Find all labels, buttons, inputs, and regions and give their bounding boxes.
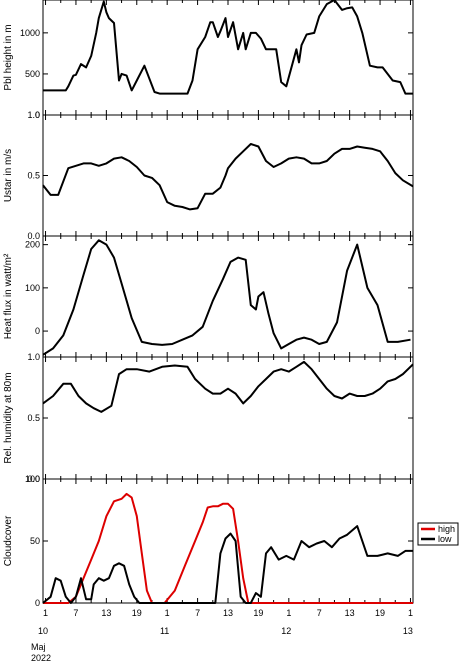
- x-tick-label: 13: [223, 608, 233, 618]
- y-tick-label: 200: [25, 240, 40, 250]
- series-line-low: [42, 525, 413, 604]
- y-axis-label: Ustar in m/s: [3, 149, 14, 202]
- x-month-label: Maj: [31, 642, 46, 652]
- x-tick-label: 1: [408, 608, 413, 618]
- x-day-label: 11: [160, 626, 169, 636]
- y-tick-label: 0: [35, 598, 40, 608]
- x-tick-label: 1: [43, 608, 48, 618]
- y-axis-label: Cloudcover: [3, 515, 14, 566]
- panel-3-frame: [42, 235, 414, 358]
- y-tick-label: 0.0: [27, 474, 40, 484]
- x-year-label: 2022: [31, 653, 51, 663]
- panel-4-frame: [42, 356, 414, 480]
- x-tick-label: 1: [165, 608, 170, 618]
- x-day-label: 13: [403, 626, 413, 636]
- legend-label: high: [438, 524, 455, 534]
- x-tick-label: 7: [195, 608, 200, 618]
- y-tick-label: 0: [35, 326, 40, 336]
- legend-label: low: [438, 534, 452, 544]
- x-tick-label: 7: [73, 608, 78, 618]
- y-axis-label: Pbl height in m: [3, 24, 14, 90]
- series-line-panel-3: [42, 239, 411, 356]
- y-tick-label: 1.0: [27, 352, 40, 362]
- x-day-label: 10: [38, 626, 48, 636]
- y-tick-label: 50: [30, 536, 40, 546]
- x-tick-label: 7: [317, 608, 322, 618]
- y-tick-label: 0.5: [27, 171, 40, 181]
- y-tick-label: 1.0: [27, 110, 40, 120]
- x-tick-label: 1: [286, 608, 291, 618]
- x-tick-label: 13: [101, 608, 111, 618]
- panel-2-frame: [42, 114, 414, 237]
- y-tick-label: 0.0: [27, 231, 40, 241]
- y-tick-label: 1000: [20, 28, 40, 38]
- y-axis-label: Rel. humidity at 80m: [3, 372, 14, 463]
- y-tick-label: 0: [35, 110, 40, 120]
- series-line-high: [43, 492, 413, 604]
- x-tick-label: 19: [132, 608, 142, 618]
- y-tick-label: 500: [25, 69, 40, 79]
- series-line-panel-1: [43, 0, 413, 95]
- y-tick-label: 100: [25, 283, 40, 293]
- y-axis-label: Heat flux in watt/m²: [3, 253, 14, 339]
- x-tick-label: 19: [375, 608, 385, 618]
- x-day-label: 12: [281, 626, 291, 636]
- y-tick-label: 100: [25, 474, 40, 484]
- x-tick-label: 19: [253, 608, 263, 618]
- x-tick-label: 13: [345, 608, 355, 618]
- y-tick-label: 0.5: [27, 413, 40, 423]
- series-line-panel-4: [42, 360, 414, 413]
- series-line-panel-2: [42, 143, 414, 211]
